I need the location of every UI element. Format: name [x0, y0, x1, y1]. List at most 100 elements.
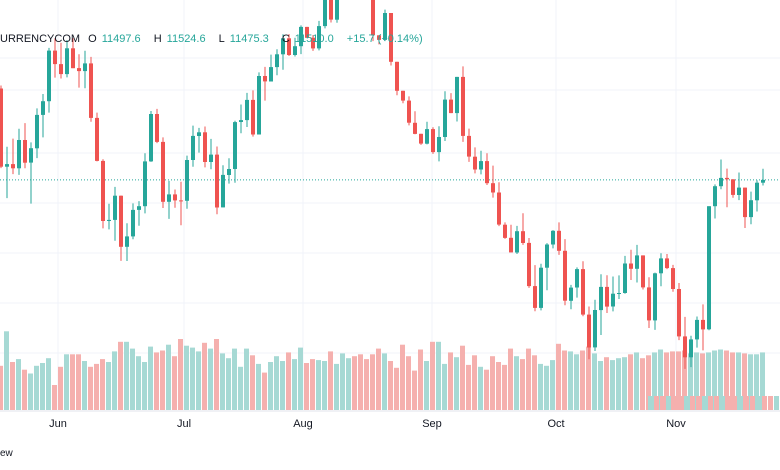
- candle: [275, 49, 279, 76]
- candle-body: [335, 0, 339, 20]
- candle-body: [671, 268, 675, 289]
- candle-body: [323, 0, 327, 27]
- volume-bar: [696, 396, 701, 410]
- volume-bar: [136, 356, 141, 410]
- candle-body: [197, 132, 201, 136]
- volume-bar: [130, 348, 135, 410]
- volume-bar: [744, 396, 749, 410]
- candle-body: [437, 137, 441, 153]
- candle-body: [0, 88, 3, 167]
- candle: [617, 275, 621, 299]
- volume-bar: [382, 353, 387, 410]
- volume-bar: [22, 369, 27, 410]
- candle: [107, 203, 111, 230]
- volume-bar: [628, 354, 633, 410]
- volume-bar: [694, 352, 699, 410]
- volume-bar: [70, 354, 75, 410]
- candle-body: [269, 67, 273, 82]
- candle: [311, 35, 315, 51]
- volume-bar: [304, 363, 309, 410]
- candle: [677, 283, 681, 341]
- candle-body: [179, 200, 183, 202]
- volume-bar: [682, 350, 687, 410]
- volume-bar: [712, 350, 717, 410]
- candle-body: [377, 35, 381, 40]
- candle-body: [611, 293, 615, 307]
- candle: [35, 108, 39, 159]
- volume-bar: [466, 364, 471, 410]
- candle: [149, 111, 153, 162]
- volume-bar: [586, 346, 591, 410]
- candle: [53, 38, 57, 78]
- candle-body: [47, 50, 51, 102]
- volume-bar: [604, 357, 609, 410]
- volume-bar: [322, 361, 327, 410]
- volume-bar: [274, 356, 279, 410]
- high-value: 11524.6: [166, 33, 206, 45]
- candle-body: [119, 195, 123, 247]
- volume-bar: [316, 360, 321, 410]
- volume-bar: [292, 359, 297, 410]
- candle: [401, 90, 405, 104]
- candle: [287, 34, 291, 56]
- candle-body: [59, 64, 63, 75]
- candle: [629, 249, 633, 280]
- candle: [317, 20, 321, 51]
- candle: [131, 203, 135, 240]
- candle-body: [251, 99, 255, 135]
- candle-body: [461, 76, 465, 136]
- volume-bar: [574, 354, 579, 410]
- candle: [95, 112, 99, 162]
- candle-body: [221, 174, 225, 208]
- candle-body: [713, 186, 717, 207]
- candle: [77, 54, 81, 88]
- candle: [575, 267, 579, 298]
- candle: [29, 142, 33, 204]
- candle-body: [71, 48, 75, 69]
- volume-bar: [684, 396, 689, 410]
- candle-body: [131, 209, 135, 237]
- volume-bar: [634, 352, 639, 410]
- volume-bar: [550, 360, 555, 410]
- candle-body: [305, 26, 309, 38]
- volume-bar: [562, 350, 567, 410]
- candle: [647, 277, 651, 328]
- x-tick-jun: Jun: [49, 418, 67, 430]
- volume-bar: [520, 359, 525, 410]
- candle: [167, 180, 171, 219]
- candle: [587, 306, 591, 360]
- candle: [467, 128, 471, 162]
- volume-bar: [340, 353, 345, 410]
- candle: [269, 54, 273, 82]
- volume-bar: [592, 353, 597, 410]
- candle: [719, 159, 723, 190]
- candle-body: [53, 50, 57, 65]
- candle: [491, 165, 495, 198]
- volume-bar: [4, 331, 9, 410]
- candle: [599, 274, 603, 335]
- volume-bar: [742, 353, 747, 410]
- candle: [47, 47, 51, 113]
- candle: [761, 168, 765, 186]
- volume-bar: [388, 361, 393, 410]
- candle-body: [455, 76, 459, 114]
- candle-body: [707, 206, 711, 330]
- candle-body: [503, 224, 507, 238]
- volume-bar: [760, 352, 765, 410]
- candle-body: [95, 117, 99, 161]
- candle-body: [551, 230, 555, 245]
- volume-bar: [508, 348, 513, 410]
- candle-body: [401, 90, 405, 101]
- candle-body: [389, 13, 393, 62]
- volume-bar: [106, 362, 111, 410]
- volume-bar: [220, 353, 225, 410]
- chart-grid: [0, 0, 780, 412]
- high-label: H: [153, 33, 162, 45]
- candle: [623, 255, 627, 294]
- candle: [0, 85, 3, 169]
- close-label: C: [281, 33, 290, 45]
- volume-bar: [172, 356, 177, 410]
- volume-bar: [654, 396, 659, 410]
- candle-body: [287, 38, 291, 55]
